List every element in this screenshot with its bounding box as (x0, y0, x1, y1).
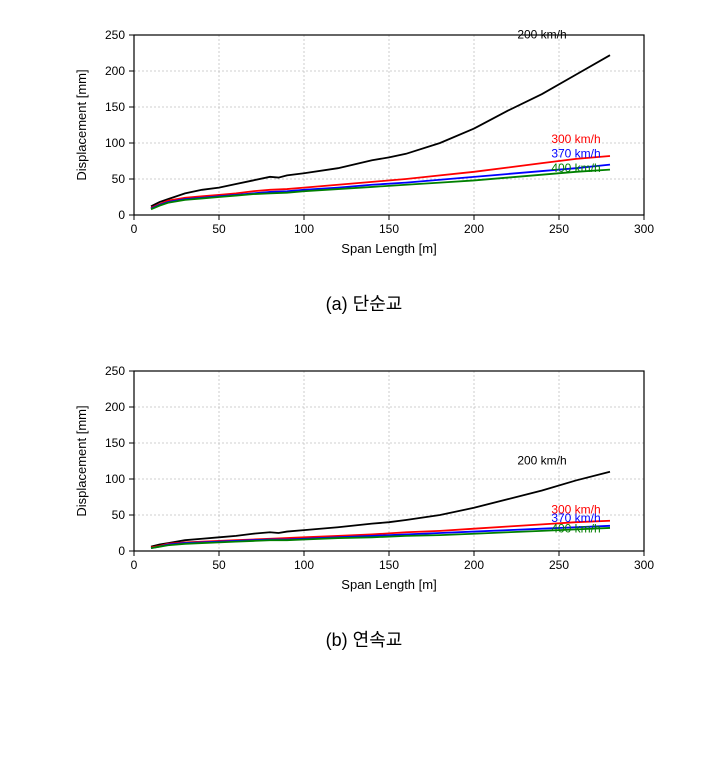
chart-a-xtick-label: 250 (549, 222, 569, 236)
chart-b-block: 0 50 100 150 200 250 300 0 50 100 150 200 250 Span Le… (30, 356, 698, 652)
chart-a-series-label-400: 400 km/h (551, 161, 600, 175)
chart-b-xtick-label: 100 (294, 558, 314, 572)
chart-a-ytick-label: 150 (105, 100, 125, 114)
chart-b-ytick-label: 100 (105, 472, 125, 486)
chart-a-xtick-label: 100 (294, 222, 314, 236)
chart-a-series-label-200: 200 km/h (517, 28, 566, 42)
chart-a-ytick-label: 0 (118, 208, 125, 222)
chart-b-xtick-label: 50 (212, 558, 226, 572)
chart-a-xlabel: Span Length [m] (341, 241, 436, 256)
chart-b-xtick-label: 200 (464, 558, 484, 572)
chart-b: 0 50 100 150 200 250 300 0 50 100 150 200 250 Span Le… (30, 356, 698, 596)
chart-b-ylabel: Displacement [mm] (74, 405, 89, 516)
chart-a-caption: (a) 단순교 (30, 290, 698, 316)
chart-b-ytick-label: 150 (105, 436, 125, 450)
chart-b-caption: (b) 연속교 (30, 626, 698, 652)
chart-a-xtick-label: 300 (634, 222, 654, 236)
chart-a-xtick-label: 50 (212, 222, 226, 236)
chart-a-xtick-label: 200 (464, 222, 484, 236)
chart-a-xtick-label: 150 (379, 222, 399, 236)
chart-b-ytick-label: 50 (112, 508, 126, 522)
chart-a-ytick-label: 100 (105, 136, 125, 150)
chart-b-series-label-200: 200 km/h (517, 454, 566, 468)
chart-b-svg: 0 50 100 150 200 250 300 0 50 100 150 200 250 Span Le… (64, 356, 664, 596)
chart-b-ytick-label: 200 (105, 400, 125, 414)
chart-a-series-label-300: 300 km/h (551, 132, 600, 146)
chart-b-series-label-400: 400 km/h (551, 521, 600, 535)
chart-b-xtick-label: 300 (634, 558, 654, 572)
chart-a: 0 50 100 150 200 250 300 0 50 100 150 200 250 Span Le… (30, 20, 698, 260)
chart-a-ytick-label: 50 (112, 172, 126, 186)
chart-a-svg: 0 50 100 150 200 250 300 0 50 100 150 200 250 Span Le… (64, 20, 664, 260)
chart-a-ylabel: Displacement [mm] (74, 69, 89, 180)
chart-b-xtick-label: 150 (379, 558, 399, 572)
chart-a-ytick-label: 200 (105, 64, 125, 78)
chart-b-xtick-label: 250 (549, 558, 569, 572)
chart-b-ytick-label: 250 (105, 364, 125, 378)
chart-b-ytick-label: 0 (118, 544, 125, 558)
chart-b-xlabel: Span Length [m] (341, 577, 436, 592)
chart-a-ytick-label: 250 (105, 28, 125, 42)
chart-a-series-label-370: 370 km/h (551, 146, 600, 160)
chart-a-xtick-label: 0 (131, 222, 138, 236)
chart-a-block: 0 50 100 150 200 250 300 0 50 100 150 200 250 Span Le… (30, 20, 698, 316)
chart-b-xtick-label: 0 (131, 558, 138, 572)
